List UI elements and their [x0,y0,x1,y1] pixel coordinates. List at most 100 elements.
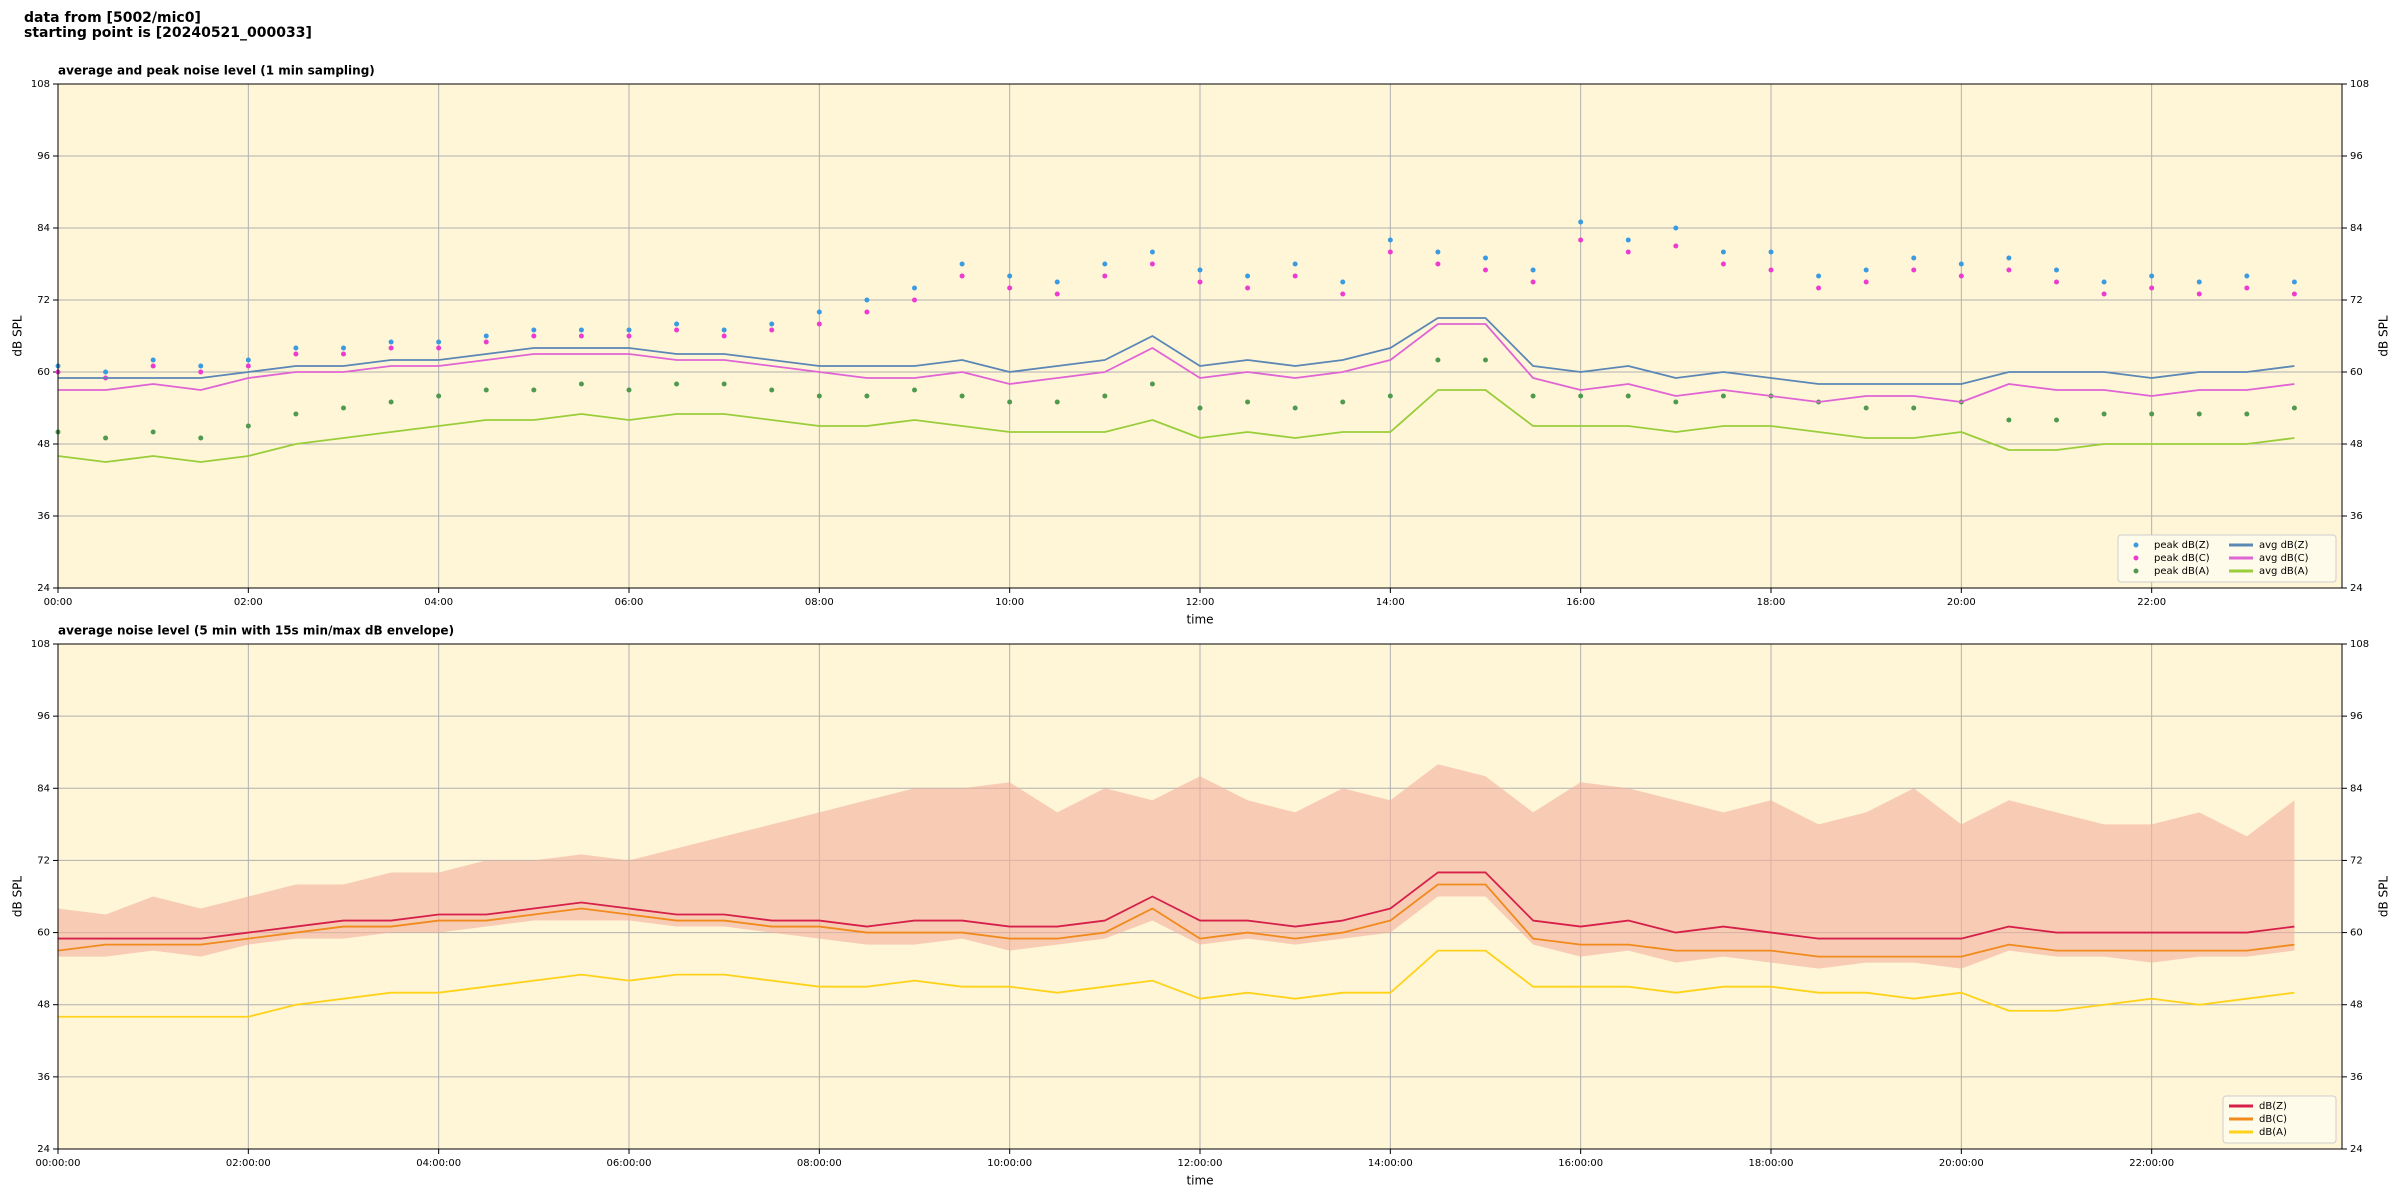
peak-point [1007,285,1013,291]
y-tick-label: 108 [2350,639,2369,650]
y-tick-label: 60 [2350,928,2363,939]
y-tick-label: 108 [31,639,50,650]
x-tick-label: 00:00 [44,597,73,608]
peak-point [1435,261,1441,267]
peak-point [2149,411,2155,417]
series-line [58,871,2295,940]
legend-marker [2133,542,2139,548]
peak-point [341,351,346,357]
peak-point [1292,261,1298,267]
peak-point [1530,393,1536,399]
peak-point [1197,405,1203,411]
x-tick-label: 18:00:00 [1749,1158,1794,1169]
x-tick-label: 06:00:00 [607,1158,652,1169]
peak-point [1483,267,1488,273]
y-tick-label: 72 [2350,855,2363,866]
peak-point [1816,273,1822,279]
legend-box [2117,534,2337,583]
peak-point [2101,291,2107,297]
peak-point [150,357,156,363]
peak-point [1911,255,1917,261]
peak-point [436,393,442,399]
x-tick-label: 04:00:00 [416,1158,461,1169]
peak-point [483,339,489,345]
envelope-area [58,764,2295,969]
peak-point [721,327,727,333]
y-tick-label: 108 [2350,79,2369,90]
x-tick-label: 02:00:00 [226,1158,271,1169]
peak-point [578,333,584,339]
peak-point [1102,273,1108,279]
peak-point [864,393,870,399]
peak-point [436,345,442,351]
peak-point [626,327,632,333]
peak-point [1863,267,1869,273]
y-tick-label: 24 [37,1144,50,1155]
peak-point [2149,285,2155,291]
peak-point [912,297,917,303]
legend-label: avg dB(Z) [2259,540,2309,551]
peak-point [1625,393,1631,399]
peak-point [1578,219,1584,225]
peak-point [674,327,680,333]
x-tick-label: 10:00:00 [987,1158,1032,1169]
y-axis-label: dB SPL [2377,876,2391,918]
chart-title: average noise level (5 min with 15s min/… [58,624,454,638]
peak-point [1720,393,1726,399]
peak-point [2196,279,2202,285]
x-tick-label: 10:00 [995,597,1024,608]
peak-point [1625,249,1631,255]
peak-point [293,411,299,417]
y-axis-label: dB SPL [11,876,25,918]
peak-point [2291,291,2297,297]
peak-point [1958,261,1964,267]
peak-point [1102,261,1108,267]
peak-point [1149,381,1155,387]
x-tick-label: 16:00:00 [1558,1158,1603,1169]
peak-point [1149,249,1155,255]
legend-label: avg dB(C) [2259,553,2309,564]
peak-point [1245,285,1251,291]
peak-point [1435,249,1441,255]
y-tick-label: 48 [37,439,50,450]
y-tick-label: 36 [2350,511,2363,522]
legend-label: dB(Z) [2259,1101,2287,1112]
peak-point [1245,399,1251,405]
y-tick-label: 24 [2350,583,2363,594]
y-tick-label: 84 [37,223,50,234]
y-tick-label: 24 [2350,1144,2363,1155]
peak-point [531,333,537,339]
peak-point [2054,417,2059,423]
y-tick-label: 84 [2350,223,2363,234]
peak-point [1149,261,1155,267]
peak-point [816,321,822,327]
peak-point [1197,267,1203,273]
x-tick-label: 12:00:00 [1178,1158,1223,1169]
y-tick-label: 60 [37,367,50,378]
series-line [58,317,2295,385]
peak-point [1387,393,1393,399]
y-tick-label: 108 [31,79,50,90]
peak-point [2101,279,2107,285]
peak-point [1197,279,1203,285]
plot-frame [57,643,2343,1150]
peak-point [578,381,584,387]
peak-point [1530,267,1536,273]
y-tick-label: 96 [37,151,50,162]
peak-point [1292,273,1298,279]
peak-point [103,369,109,375]
peak-point [2291,279,2297,285]
peak-point [1911,405,1917,411]
x-tick-label: 14:00:00 [1368,1158,1413,1169]
y-tick-label: 48 [2350,439,2363,450]
peak-point [1673,225,1679,231]
peak-point [1292,405,1298,411]
peak-point [2244,411,2250,417]
x-tick-label: 14:00 [1376,597,1405,608]
peak-point [341,345,346,351]
peak-point [769,387,775,393]
peak-point [1578,237,1584,243]
peak-point [2006,267,2012,273]
peak-point [531,327,537,333]
peak-point [388,345,394,351]
